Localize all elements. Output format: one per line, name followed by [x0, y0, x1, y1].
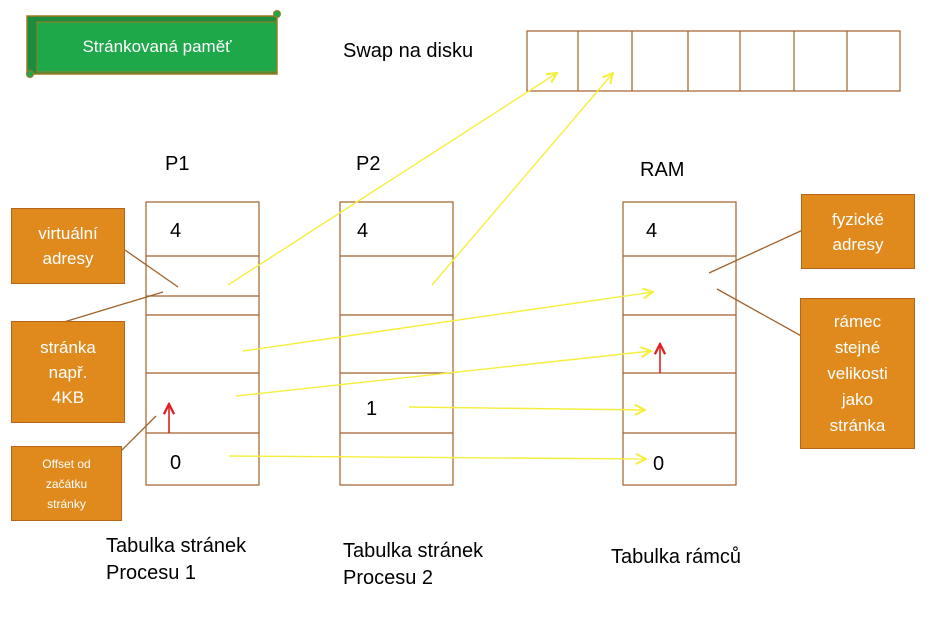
table-p1 — [145, 201, 260, 486]
arrow-p1-zero-to-ram — [228, 456, 646, 459]
caption-ram: Tabulka rámců — [611, 546, 742, 568]
swap-strip — [526, 30, 901, 92]
callout-leaders — [63, 228, 806, 451]
ram-cell-bottom: 0 — [653, 453, 665, 475]
table-p2-header: P2 — [356, 153, 381, 175]
swap-label: Swap na disku — [343, 40, 474, 62]
callout-frame: rámec stejné velikosti jako stránka — [800, 298, 915, 449]
title-banner — [26, 10, 281, 78]
caption-p1: Tabulka stránek Procesu 1 — [106, 535, 247, 584]
mapping-arrows — [227, 73, 653, 459]
arrow-p2-to-swap — [431, 73, 613, 286]
p1-cell-top: 4 — [170, 220, 182, 242]
table-p1-header: P1 — [165, 153, 190, 175]
arrow-p2-to-ram — [408, 407, 645, 410]
p1-cell-bottom: 0 — [170, 452, 182, 474]
table-ram-header: RAM — [640, 159, 685, 181]
caption-p2: Tabulka stránek Procesu 2 — [343, 540, 484, 589]
p2-cell-top: 4 — [357, 220, 369, 242]
offset-arrows — [169, 344, 660, 433]
arrow-p1-to-swap — [227, 73, 557, 286]
arrow-p1-to-ram-b — [235, 351, 651, 397]
arrow-p1-to-ram-a — [242, 292, 653, 352]
table-ram — [622, 201, 737, 486]
callout-offset: Offset od začátku stránky — [11, 446, 122, 521]
table-p2 — [339, 201, 454, 486]
callout-physical-addresses: fyzické adresy — [801, 194, 915, 269]
ram-cell-top: 4 — [646, 220, 658, 242]
p2-cell-middle: 1 — [366, 398, 378, 420]
callout-virtual-addresses: virtuální adresy — [11, 208, 125, 284]
callout-page-size: stránka např. 4KB — [11, 321, 125, 423]
title-banner-label: Stránkovaná paměť — [82, 37, 232, 56]
